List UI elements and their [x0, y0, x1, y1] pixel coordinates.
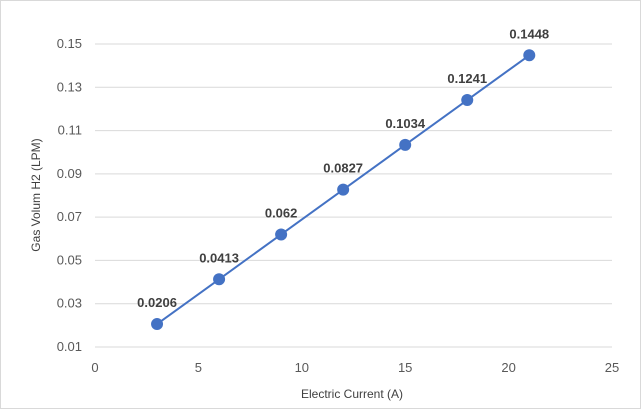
x-tick-label: 15: [398, 360, 412, 375]
grid-lines: [95, 43, 612, 348]
y-tick-label: 0.07: [57, 209, 82, 224]
y-tick-label: 0.13: [57, 79, 82, 94]
data-label: 0.0827: [323, 161, 363, 176]
x-axis-ticks: 0 5 10 15 20 25: [91, 360, 619, 375]
x-tick-label: 0: [91, 360, 98, 375]
y-tick-label: 0.15: [57, 36, 82, 51]
y-axis-ticks: 0.01 0.03 0.05 0.07 0.09 0.11 0.13 0.15: [57, 36, 82, 354]
x-tick-label: 20: [501, 360, 515, 375]
x-axis-title: Electric Current (A): [301, 387, 403, 401]
data-point: [151, 318, 164, 331]
data-labels-group: 0.0206 0.0413 0.062 0.0827 0.1034 0.1241 0.144…: [137, 26, 549, 310]
x-tick-label: 10: [295, 360, 309, 375]
y-tick-label: 0.03: [57, 296, 82, 311]
y-tick-label: 0.01: [57, 339, 82, 354]
data-point: [337, 183, 350, 196]
data-point: [213, 273, 226, 286]
y-tick-label: 0.09: [57, 166, 82, 181]
data-label: 0.062: [265, 205, 298, 220]
data-point: [275, 228, 288, 241]
x-tick-label: 25: [605, 360, 619, 375]
data-point: [461, 94, 474, 107]
y-tick-label: 0.11: [58, 123, 82, 138]
data-label: 0.1241: [447, 71, 487, 86]
data-label: 0.1034: [385, 116, 426, 131]
data-point: [523, 49, 536, 62]
series-group: [151, 49, 536, 331]
y-tick-label: 0.05: [57, 252, 82, 267]
data-label: 0.0413: [199, 250, 239, 265]
x-tick-label: 5: [195, 360, 202, 375]
data-label: 0.0206: [137, 295, 177, 310]
data-point: [399, 138, 412, 151]
y-axis-title: Gas Volum H2 (LPM): [29, 138, 43, 251]
data-label: 0.1448: [509, 26, 549, 41]
